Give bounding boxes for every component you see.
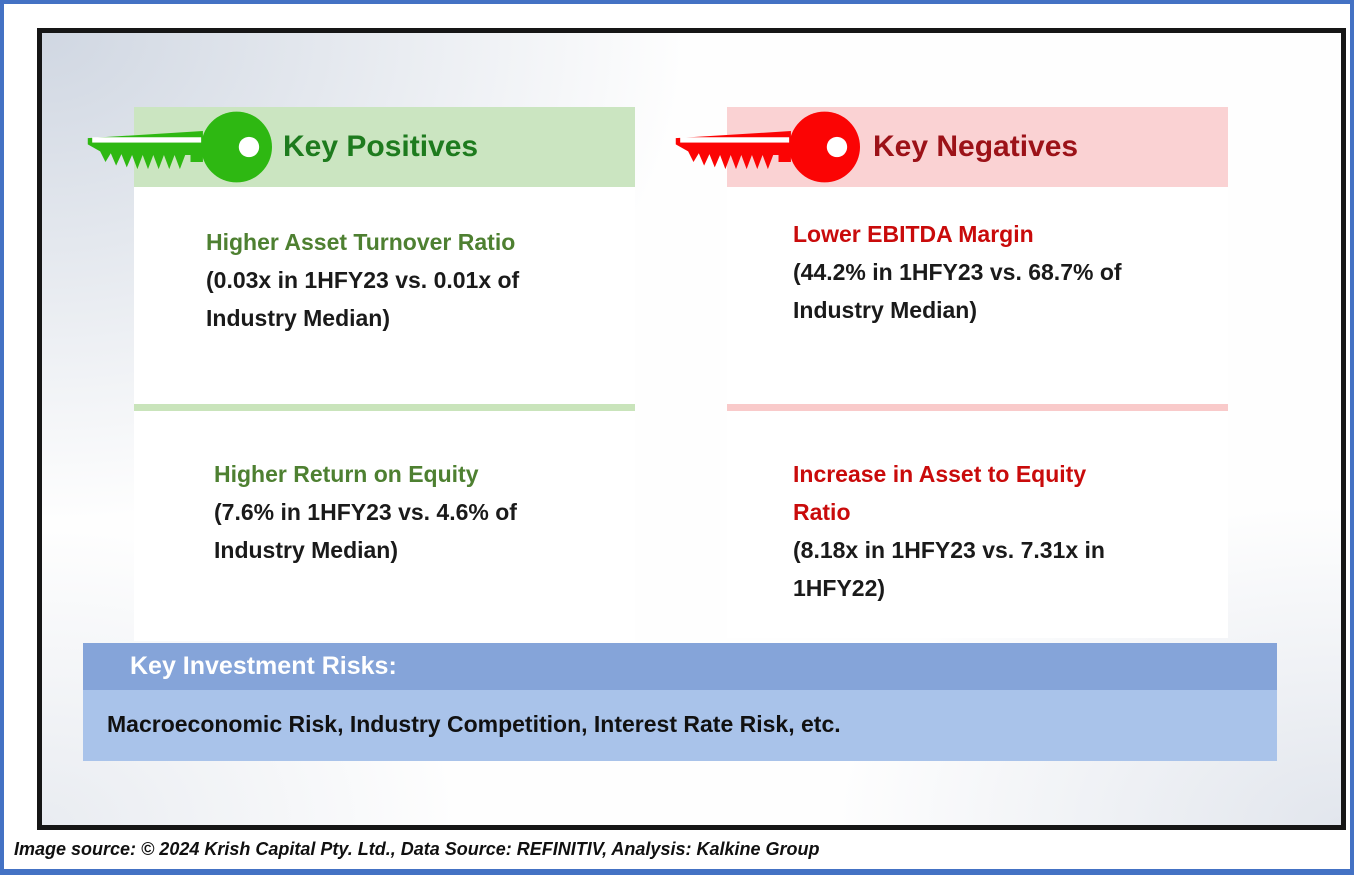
card-title: Lower EBITDA Margin xyxy=(793,221,1034,247)
footer-strip: Image source: © 2024 Krish Capital Pty. … xyxy=(4,830,1350,869)
risks-row: Macroeconomic Risk, Industry Competition… xyxy=(83,690,1277,761)
card-title: Ratio xyxy=(793,499,851,525)
card-title: Increase in Asset to Equity xyxy=(793,461,1087,487)
negatives-divider xyxy=(727,404,1228,411)
negatives-header-label: Key Negatives xyxy=(873,130,1079,163)
card-body-line: 1HFY22) xyxy=(793,575,886,601)
card-body-line: (0.03x in 1HFY23 vs. 0.01x of xyxy=(206,267,520,293)
card-body-line: (44.2% in 1HFY23 vs. 68.7% of xyxy=(793,259,1122,285)
card-body-line: (8.18x in 1HFY23 vs. 7.31x in xyxy=(793,537,1105,563)
risks-header-label: Key Investment Risks: xyxy=(130,652,397,680)
card-title: Higher Return on Equity xyxy=(214,461,479,487)
positives-header-label: Key Positives xyxy=(283,130,479,163)
risks-header-bar: Key Investment Risks: xyxy=(83,643,1277,690)
card-body-line: Industry Median) xyxy=(206,305,391,331)
card-body-line: Industry Median) xyxy=(793,297,978,323)
card-title: Higher Asset Turnover Ratio xyxy=(206,229,516,255)
key-icon xyxy=(86,102,272,192)
positives-divider xyxy=(134,404,635,411)
positive-card-asset-turnover: Higher Asset Turnover Ratio (0.03x in 1H… xyxy=(134,187,635,404)
negative-card-ebitda-margin: Lower EBITDA Margin (44.2% in 1HFY23 vs.… xyxy=(727,187,1228,404)
key-icon xyxy=(674,102,860,192)
card-body-line: Industry Median) xyxy=(214,537,399,563)
card-body-line: (7.6% in 1HFY23 vs. 4.6% of xyxy=(214,499,517,525)
footer-attribution: Image source: © 2024 Krish Capital Pty. … xyxy=(14,839,820,859)
positive-card-return-on-equity: Higher Return on Equity (7.6% in 1HFY23 … xyxy=(134,411,635,641)
negative-card-asset-to-equity: Increase in Asset to Equity Ratio (8.18x… xyxy=(727,411,1228,638)
risks-text: Macroeconomic Risk, Industry Competition… xyxy=(107,711,841,737)
